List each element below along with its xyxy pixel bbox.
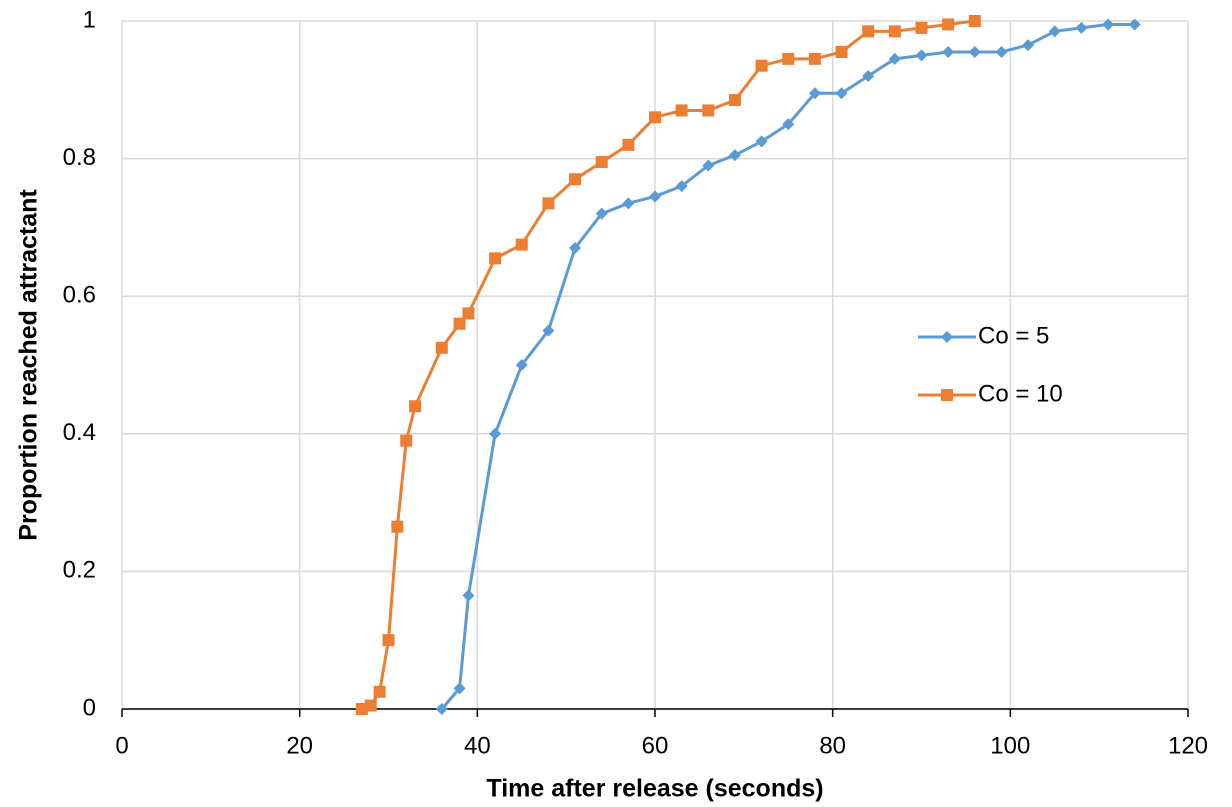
- marker: [542, 324, 555, 337]
- marker: [595, 207, 608, 220]
- marker: [1048, 25, 1061, 38]
- marker: [942, 45, 955, 58]
- series-line: [440, 22, 1135, 710]
- marker: [941, 331, 953, 343]
- marker: [453, 317, 466, 330]
- marker: [373, 685, 386, 698]
- x-tick-label: 80: [819, 732, 846, 759]
- marker: [649, 190, 661, 203]
- marker: [862, 25, 875, 38]
- marker: [1128, 18, 1141, 31]
- marker: [622, 138, 635, 151]
- marker: [942, 18, 955, 31]
- marker: [835, 87, 848, 100]
- marker: [489, 252, 502, 265]
- marker: [915, 21, 928, 34]
- marker: [755, 59, 768, 72]
- marker: [835, 45, 848, 58]
- x-tick-label: 60: [642, 732, 669, 759]
- y-tick-label: 0.8: [63, 144, 96, 171]
- marker: [435, 341, 448, 354]
- marker: [941, 389, 953, 401]
- marker: [569, 242, 582, 255]
- marker: [649, 111, 661, 124]
- y-axis-title: Proportion reached attractant: [15, 189, 43, 541]
- marker: [515, 359, 528, 371]
- marker: [808, 87, 821, 100]
- legend-label: Co = 5: [978, 322, 1049, 349]
- y-tick-label: 1: [83, 6, 96, 33]
- marker: [595, 156, 608, 169]
- marker: [462, 307, 475, 320]
- marker: [915, 49, 928, 62]
- marker: [888, 52, 901, 65]
- marker: [542, 197, 555, 210]
- marker: [968, 15, 981, 27]
- series-line: [361, 19, 975, 711]
- y-tick-label: 0.4: [63, 419, 96, 446]
- marker: [862, 70, 875, 83]
- marker: [808, 52, 821, 65]
- marker: [675, 180, 688, 193]
- marker: [675, 104, 688, 117]
- marker: [382, 634, 395, 647]
- x-tick-label: 120: [1168, 732, 1208, 759]
- marker: [364, 699, 377, 712]
- marker: [728, 149, 741, 162]
- y-tick-label: 0: [83, 694, 96, 721]
- marker: [453, 682, 466, 695]
- x-axis-title: Time after release (seconds): [486, 775, 823, 803]
- legend-label: Co = 10: [978, 380, 1063, 407]
- marker: [462, 589, 475, 602]
- marker: [888, 25, 901, 38]
- marker: [968, 45, 981, 58]
- y-tick-label: 0.6: [63, 282, 96, 309]
- marker: [622, 197, 635, 210]
- x-tick-label: 100: [990, 732, 1030, 759]
- marker: [1022, 39, 1035, 52]
- marker: [755, 135, 768, 148]
- y-tick-label: 0.2: [63, 557, 96, 584]
- marker: [728, 94, 741, 107]
- marker: [409, 400, 422, 413]
- marker: [995, 45, 1008, 58]
- marker: [782, 118, 795, 131]
- x-tick-label: 20: [286, 732, 313, 759]
- marker: [1075, 21, 1088, 34]
- marker: [391, 520, 404, 533]
- marker: [489, 427, 502, 440]
- marker: [1102, 18, 1115, 31]
- marker: [702, 159, 715, 172]
- x-tick-label: 0: [115, 732, 128, 759]
- marker: [782, 52, 795, 65]
- marker: [400, 434, 413, 447]
- marker: [569, 173, 582, 186]
- marker: [435, 703, 448, 715]
- marker: [702, 104, 715, 117]
- x-tick-label: 40: [464, 732, 491, 759]
- marker: [515, 238, 528, 251]
